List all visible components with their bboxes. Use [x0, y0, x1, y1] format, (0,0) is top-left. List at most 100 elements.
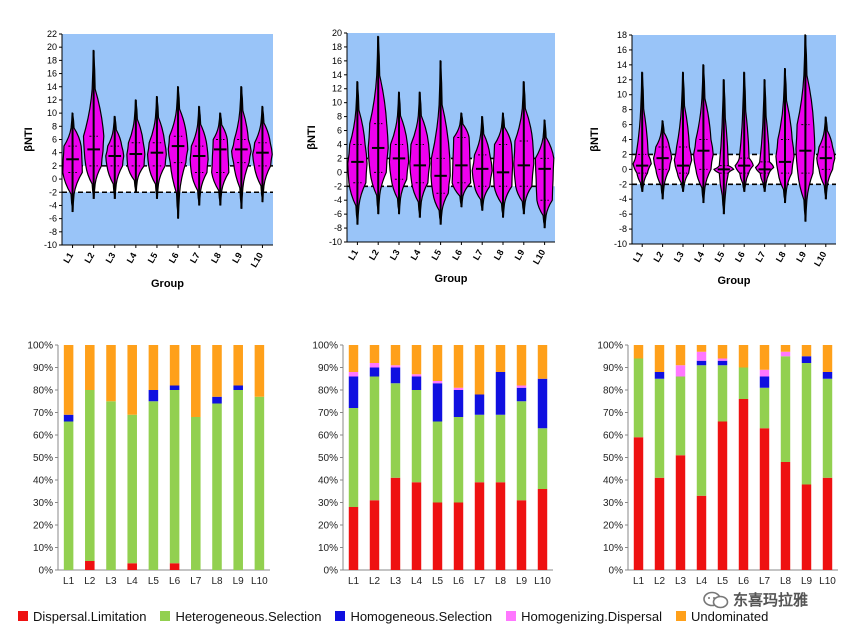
bar-segment-L8-undominated [495, 345, 506, 372]
x-tick-label: L4 [696, 576, 708, 587]
bar-segment-L4-dispersal-limitation [127, 563, 137, 570]
x-tick-label: L8 [780, 576, 792, 587]
y-tick-label: 4 [622, 135, 627, 145]
bar-segment-L8-heterogeneous-selection [495, 414, 506, 483]
x-tick-label: L6 [450, 248, 464, 262]
bar-segment-L9-heterogeneous-selection [233, 390, 243, 570]
bar-segment-L10-dispersal-limitation [822, 477, 833, 570]
x-tick-label: L7 [190, 576, 202, 587]
bar-segment-L2-homogenizing-dispersal [369, 363, 380, 368]
y-tick-label: -10 [44, 240, 57, 250]
y-tick-label: 16 [332, 56, 342, 66]
x-axis-label: Group [151, 278, 184, 290]
y-tick-label: 14 [332, 70, 342, 80]
bar-segment-L1-undominated [63, 345, 74, 415]
bar-segment-L4-homogenizing-dispersal [696, 351, 707, 361]
bar-segment-L7-homogeneous-selection [474, 394, 485, 415]
bar-segment-L4-undominated [411, 345, 422, 375]
violin-L10 [252, 105, 273, 203]
x-tick-label: L2 [654, 576, 666, 587]
bar-segment-L7-undominated [191, 345, 201, 417]
bar-segment-L5-homogeneous-selection [717, 360, 728, 366]
bar-segment-L8-homogeneous-selection [212, 396, 222, 404]
y-tick-label: 80% [603, 386, 623, 397]
bar-segment-L6-homogeneous-selection [169, 385, 180, 390]
violin-L9 [230, 86, 252, 209]
bar-segment-L5-homogeneous-selection [432, 383, 443, 422]
bar-segment-L6-heterogeneous-selection [169, 390, 180, 564]
bar-segment-L6-dispersal-limitation [453, 502, 464, 570]
bar-segment-L1-homogeneous-selection [348, 376, 359, 408]
x-tick-label: L1 [63, 576, 75, 587]
bar-segment-L6-homogenizing-dispersal [453, 387, 464, 390]
x-tick-label: L10 [531, 248, 547, 266]
violin-L9 [795, 34, 816, 222]
x-tick-label: L2 [369, 576, 381, 587]
y-tick-label: 10% [603, 543, 623, 554]
x-tick-label: L6 [169, 576, 181, 587]
y-tick-label: 6 [622, 120, 627, 130]
x-tick-label: L2 [651, 250, 665, 264]
x-tick-label: L5 [429, 248, 443, 262]
bar-segment-L2-undominated [369, 345, 380, 363]
y-tick-label: 16 [47, 69, 57, 79]
bar-segment-L6-dispersal-limitation [738, 399, 749, 570]
x-tick-label: L8 [495, 576, 507, 587]
x-tick-label: L3 [390, 576, 402, 587]
bar-segment-L4-heterogeneous-selection [411, 390, 422, 483]
bar-segment-L2-homogeneous-selection [654, 372, 665, 379]
y-tick-label: 10 [332, 98, 342, 108]
y-tick-label: 22 [47, 29, 57, 39]
bar-segment-L9-homogenizing-dispersal [516, 385, 527, 388]
y-tick-label: 100% [597, 341, 623, 352]
y-tick-label: 90% [33, 363, 53, 374]
bar-segment-L1-heterogeneous-selection [348, 408, 359, 507]
y-tick-label: 30% [603, 498, 623, 509]
bar-segment-L5-undominated [432, 345, 443, 381]
bar-segment-L7-undominated [759, 345, 770, 370]
legend-swatch [18, 611, 28, 621]
violin-L1 [632, 71, 652, 192]
y-tick-label: 14 [617, 60, 627, 70]
violin-L3 [388, 91, 410, 215]
legend-label: Homogenizing.Dispersal [521, 608, 662, 624]
y-tick-label: 20 [47, 42, 57, 52]
y-tick-label: 40% [33, 476, 53, 487]
legend-label: Dispersal.Limitation [33, 608, 147, 624]
y-tick-label: 40% [318, 476, 338, 487]
y-tick-label: 20% [603, 521, 623, 532]
watermark: 东喜玛拉雅 [703, 589, 808, 610]
y-tick-label: 90% [318, 363, 338, 374]
legend-swatch [676, 611, 686, 621]
bar-segment-L5-homogenizing-dispersal [717, 358, 728, 361]
bar-segment-L1-heterogeneous-selection [633, 358, 644, 438]
bar-segment-L7-undominated [474, 345, 485, 395]
bar-segment-L3-heterogeneous-selection [390, 383, 401, 478]
bar-segment-L6-heterogeneous-selection [453, 417, 464, 503]
y-axis-label: βNTI [23, 127, 35, 151]
bar-segment-L2-heterogeneous-selection [369, 376, 380, 501]
x-tick-label: L9 [801, 576, 813, 587]
x-tick-label: L1 [348, 576, 360, 587]
violin-L1 [347, 81, 368, 225]
bar-segment-L2-undominated [85, 345, 95, 390]
y-tick-label: 0 [52, 174, 57, 184]
watermark-text: 东喜玛拉雅 [733, 591, 809, 609]
bar-segment-L4-homogeneous-selection [696, 360, 707, 366]
y-tick-label: 0% [39, 566, 54, 577]
bar-segment-L5-heterogeneous-selection [717, 365, 728, 422]
violin-L1 [62, 112, 83, 213]
x-axis-label: Group [718, 275, 751, 287]
bar-segment-L7-homogenizing-dispersal [759, 369, 770, 377]
y-tick-label: 70% [603, 408, 623, 419]
y-tick-label: 100% [27, 341, 53, 352]
violin-L7 [189, 105, 209, 206]
y-tick-label: -4 [334, 195, 342, 205]
bar-segment-L7-dispersal-limitation [474, 482, 485, 570]
bar-segment-L8-heterogeneous-selection [780, 356, 791, 462]
y-tick-label: 30% [318, 498, 338, 509]
violin-L4 [409, 91, 431, 218]
x-tick-label: L9 [233, 576, 245, 587]
y-tick-label: -8 [619, 224, 627, 234]
bar-segment-L9-heterogeneous-selection [516, 401, 527, 501]
